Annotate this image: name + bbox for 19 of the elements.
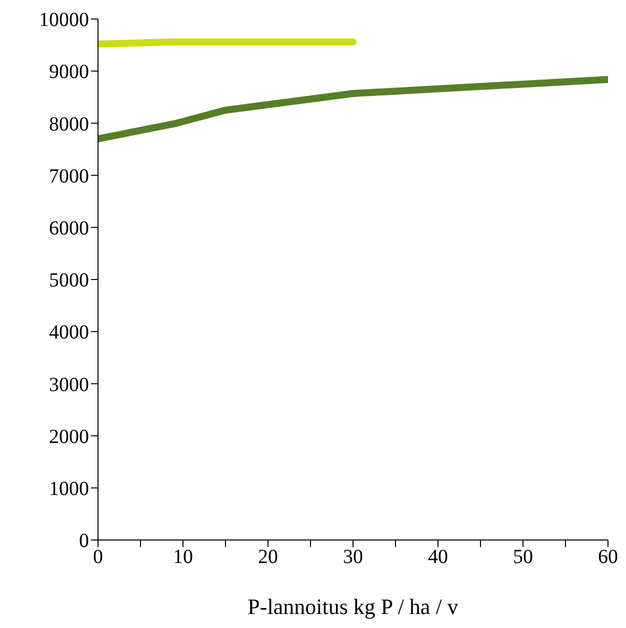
y-tick-label: 7000: [49, 165, 89, 188]
y-tick-label: 8000: [49, 113, 89, 136]
y-tick-label: 1000: [49, 478, 89, 500]
y-tick-label: 0: [79, 530, 89, 552]
y-tick-label: 5000: [49, 270, 89, 292]
x-tick-label: 30: [343, 546, 363, 568]
x-tick-label: 50: [513, 546, 533, 568]
y-tick-label: 9000: [49, 61, 89, 84]
x-tick-label: 60: [598, 546, 618, 568]
y-tick-label: 2000: [49, 426, 89, 448]
x-tick-label: 10: [173, 546, 193, 568]
y-tick-label: 4000: [49, 322, 89, 344]
y-tick-label: 3000: [49, 374, 89, 396]
x-tick-label: 0: [93, 546, 103, 568]
x-tick-label: 20: [258, 546, 278, 568]
x-tick-label: 40: [428, 546, 448, 568]
y-tick-label: 6000: [49, 218, 89, 240]
x-axis-title: P-lannoitus kg P / ha / v: [248, 594, 458, 619]
y-tick-label: 10000: [39, 9, 89, 32]
